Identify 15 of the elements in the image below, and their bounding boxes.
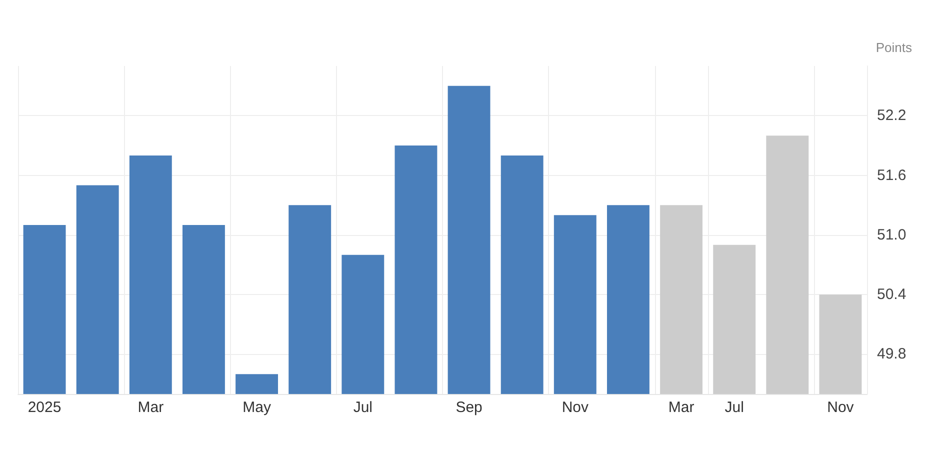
x-tick-label: Nov (562, 399, 589, 416)
y-tick-label: 49.8 (877, 346, 906, 363)
x-tick-label: Jul (353, 399, 372, 416)
x-tick-label: Mar (668, 399, 694, 416)
y-axis-title: Points (876, 40, 912, 55)
x-tick-label: Nov (827, 399, 854, 416)
y-tick-label: 51.0 (877, 226, 906, 244)
x-tick-label: Mar (138, 399, 164, 416)
y-tick-label: 51.6 (877, 166, 906, 184)
y-tick-label: 50.4 (877, 286, 906, 304)
x-tick-label: Jul (724, 399, 744, 416)
y-tick-label: 52.2 (877, 107, 906, 124)
x-tick-label: Sep (456, 399, 482, 416)
x-tick-label: 2025 (28, 399, 62, 416)
x-tick-label: May (242, 399, 272, 416)
